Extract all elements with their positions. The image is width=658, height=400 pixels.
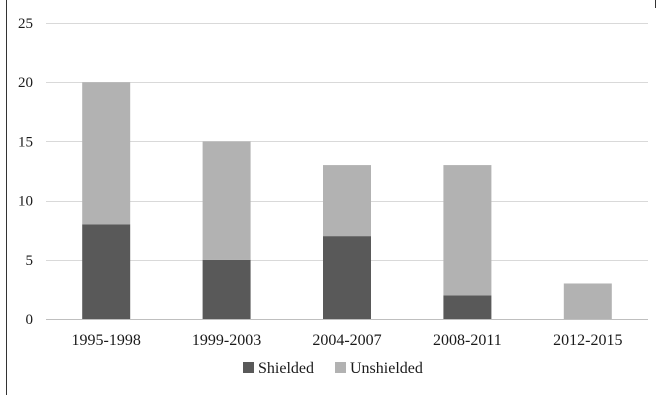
bar-shielded xyxy=(202,259,251,319)
x-tick-label: 1999-2003 xyxy=(192,332,261,349)
bar-unshielded xyxy=(563,283,612,319)
bar-unshielded xyxy=(323,165,371,237)
bar-shielded xyxy=(323,236,371,319)
bar-unshielded xyxy=(202,141,251,260)
y-tick-label: 5 xyxy=(26,253,34,269)
x-tick-label: 1995-1998 xyxy=(72,332,141,349)
y-axis-tick-labels: 0 5 10 15 20 25 xyxy=(18,16,33,328)
y-tick-label: 25 xyxy=(18,16,33,32)
legend: Shielded Unshielded xyxy=(243,360,423,377)
y-tick-label: 15 xyxy=(18,134,33,150)
legend-label: Unshielded xyxy=(350,360,423,377)
x-tick-label: 2012-2015 xyxy=(553,332,622,349)
legend-swatch xyxy=(243,362,254,373)
legend-label: Shielded xyxy=(258,360,314,377)
x-tick-label: 2008-2011 xyxy=(433,332,502,349)
x-tick-label: 2004-2007 xyxy=(312,332,381,349)
bars-layer xyxy=(82,82,612,319)
legend-swatch xyxy=(335,362,346,373)
bar-shielded xyxy=(82,224,131,319)
bar-unshielded xyxy=(443,165,492,296)
x-axis-tick-labels: 1995-1998 1999-2003 2004-2007 2008-2011 2012… xyxy=(72,332,623,349)
bar-unshielded xyxy=(82,82,131,225)
bar-shielded xyxy=(443,295,492,319)
y-tick-label: 10 xyxy=(18,194,33,210)
y-tick-label: 20 xyxy=(18,75,33,91)
y-tick-label: 0 xyxy=(26,312,34,328)
